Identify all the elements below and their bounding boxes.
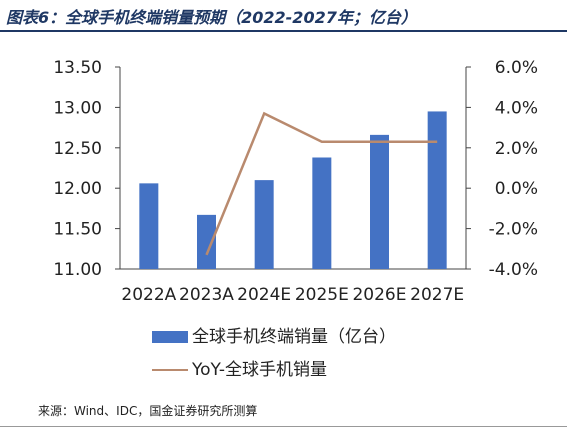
chart-area: 11.00 11.50 12.00 12.50 13.00 13.50 -4.0% -2.0%… [53, 58, 538, 305]
y-right-tick-label: -4.0% [489, 260, 538, 280]
y-right-tick-label: -2.0% [489, 220, 538, 240]
source-note: 来源：Wind、IDC，国金证券研究所测算 [38, 404, 258, 418]
legend-swatch-bar [152, 331, 188, 343]
bar-2022A [139, 183, 159, 269]
bar-2024E [254, 180, 274, 269]
x-tick-label: 2024E [237, 285, 291, 305]
x-tick-label: 2026E [352, 285, 406, 305]
y-right-tick-label: 2.0% [495, 139, 538, 159]
y-left-tick-label: 12.50 [53, 139, 102, 159]
y-left-tick-label: 11.50 [53, 220, 102, 240]
x-tick-label: 2022A [121, 285, 176, 305]
figure-title: 图表6：全球手机终端销量预期（2022-2027年；亿台） [6, 8, 417, 27]
y-left-tick-label: 11.00 [53, 260, 102, 280]
y-right-tick-label: 0.0% [495, 179, 538, 199]
bottom-rule [0, 426, 567, 427]
y-left-tick-label: 13.00 [53, 98, 102, 118]
title-rule [0, 30, 567, 32]
x-tick-label: 2027E [410, 285, 464, 305]
x-tick-label: 2025E [295, 285, 349, 305]
x-tick-label: 2023A [179, 285, 234, 305]
y-right-tick-label: 6.0% [495, 58, 538, 78]
legend-item-line: YoY-全球手机销量 [152, 355, 327, 380]
bar-2026E [370, 134, 389, 269]
legend-label-bars: 全球手机终端销量（亿台） [192, 327, 396, 347]
legend-item-bars: 全球手机终端销量（亿台） [152, 322, 396, 347]
bar-2025E [312, 157, 332, 269]
y-left-tick-label: 12.00 [53, 179, 102, 199]
legend-label-line: YoY-全球手机销量 [192, 360, 328, 380]
bar-2023A [197, 214, 216, 269]
legend-swatch-line [152, 369, 188, 371]
y-right-tick-label: 4.0% [495, 98, 538, 118]
bar-2027E [427, 111, 447, 269]
yoy-line [205, 111, 438, 256]
y-left-tick-label: 13.50 [53, 58, 102, 78]
